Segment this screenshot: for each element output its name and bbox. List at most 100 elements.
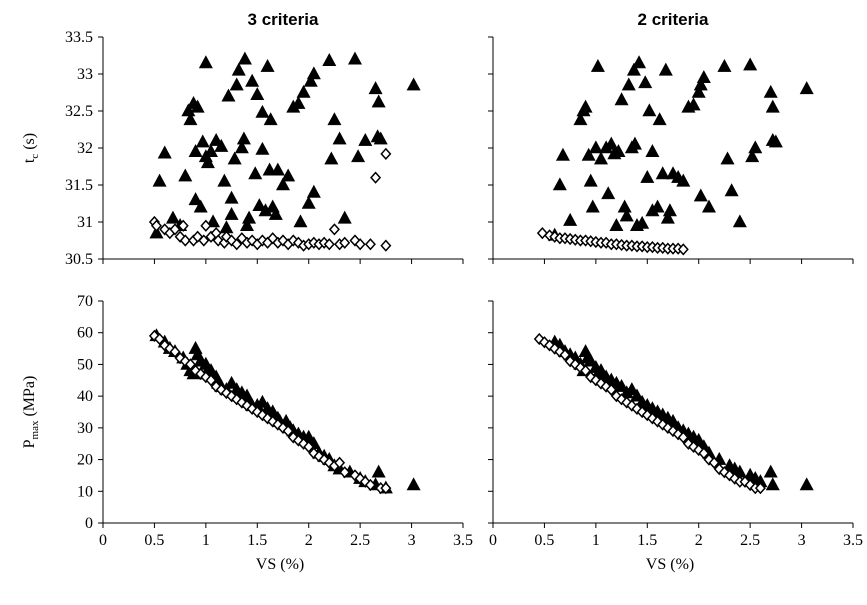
data-point-triangle <box>590 58 605 72</box>
data-point-triangle <box>275 177 291 191</box>
data-point-diamond <box>380 147 392 161</box>
data-point-triangle <box>765 477 780 491</box>
data-point-triangle <box>291 95 306 109</box>
y-tick-label: 10 <box>77 483 93 500</box>
data-point-diamond <box>339 236 351 249</box>
data-point-triangle <box>585 199 600 213</box>
data-point-triangle <box>217 173 232 187</box>
data-point-triangle <box>609 218 624 231</box>
data-point-triangle <box>720 151 735 165</box>
data-point-triangle <box>227 151 242 165</box>
data-point-triangle <box>270 162 285 176</box>
data-point-triangle <box>763 464 778 478</box>
data-point-triangle <box>250 87 265 101</box>
data-point-diamond <box>184 358 196 371</box>
data-point-triangle <box>555 147 570 161</box>
data-point-diamond <box>231 238 243 251</box>
triangle-series <box>149 51 421 239</box>
data-point-triangle <box>629 388 645 402</box>
data-point-diamond <box>323 238 335 251</box>
diamond-series <box>148 147 392 252</box>
y-axis-label: tc (s) <box>21 133 41 163</box>
data-point-triangle <box>188 192 203 206</box>
data-point-diamond <box>334 456 346 469</box>
data-point-diamond <box>303 440 315 454</box>
x-tick-label: 2.5 <box>740 532 760 549</box>
data-point-triangle <box>224 375 239 389</box>
data-point-triangle <box>178 168 193 182</box>
data-point-triangle <box>373 131 388 145</box>
data-point-triangle <box>214 138 229 152</box>
data-point-triangle <box>221 88 236 102</box>
data-point-triangle <box>406 77 421 91</box>
triangle-series <box>547 55 814 241</box>
data-point-triangle <box>260 58 275 72</box>
y-tick-label: 33 <box>77 66 93 83</box>
x-tick-label: 2.5 <box>350 532 370 549</box>
data-point-triangle <box>190 99 205 113</box>
data-point-triangle <box>626 62 641 76</box>
data-point-triangle <box>645 144 660 157</box>
data-point-triangle <box>306 184 321 198</box>
data-point-triangle <box>748 140 763 154</box>
panel-2: 2 criteria <box>488 10 854 264</box>
data-point-triangle <box>268 206 283 220</box>
data-point-diamond <box>559 348 571 362</box>
data-point-triangle <box>627 136 642 150</box>
x-tick-label: 3.5 <box>843 532 863 549</box>
data-point-triangle <box>632 55 647 69</box>
data-point-triangle <box>181 103 196 117</box>
data-point-triangle <box>263 112 278 126</box>
data-point-diamond <box>605 383 617 396</box>
data-point-triangle <box>229 77 244 91</box>
data-point-triangle <box>293 214 308 228</box>
data-point-diamond <box>354 238 366 251</box>
data-point-triangle <box>306 66 321 80</box>
diamond-series <box>533 332 766 495</box>
data-point-triangle <box>406 477 421 491</box>
data-point-triangle <box>203 144 219 157</box>
data-point-triangle <box>157 145 172 159</box>
panel-title: 2 criteria <box>638 10 709 29</box>
x-tick-label: 3 <box>408 532 416 549</box>
data-point-triangle <box>149 225 164 239</box>
data-point-diamond <box>364 238 376 251</box>
data-point-diamond <box>200 219 212 232</box>
data-point-triangle <box>578 99 593 113</box>
data-point-triangle <box>635 215 650 229</box>
data-point-triangle <box>573 112 588 126</box>
data-point-triangle <box>624 382 639 396</box>
data-point-diamond <box>169 223 181 236</box>
data-point-diamond <box>179 234 191 247</box>
data-point-triangle <box>617 199 632 213</box>
data-point-triangle <box>324 151 339 165</box>
data-point-triangle <box>662 203 677 217</box>
x-tick-label: 1.5 <box>637 532 657 549</box>
x-tick-label: 0 <box>99 532 107 549</box>
y-tick-label: 0 <box>85 515 93 532</box>
data-point-diamond <box>754 481 766 495</box>
data-point-diamond <box>198 234 210 247</box>
data-point-triangle <box>337 210 352 224</box>
data-point-triangle <box>371 464 386 478</box>
triangle-series <box>547 334 814 491</box>
data-point-triangle <box>224 190 239 204</box>
data-point-triangle <box>248 166 263 180</box>
data-point-triangle <box>347 51 363 65</box>
x-tick-label: 1 <box>592 532 600 549</box>
data-point-triangle <box>255 104 270 118</box>
y-tick-label: 32 <box>77 140 93 157</box>
panel-3: 0 10 20 30 40 50 60 70 0 0.5 1 1.5 2 2.5 3 3.5 VS (%) Pma… <box>21 293 473 573</box>
data-point-triangle <box>765 99 780 113</box>
data-point-triangle <box>563 212 578 226</box>
x-tick-label: 0.5 <box>144 532 164 549</box>
data-point-triangle <box>686 97 701 111</box>
data-point-triangle <box>732 214 747 228</box>
data-point-triangle <box>638 75 653 89</box>
data-point-triangle <box>588 140 603 154</box>
x-tick-label: 0.5 <box>534 532 554 549</box>
data-point-triangle <box>327 112 342 126</box>
data-point-triangle <box>183 112 198 126</box>
y-tick-label: 31.5 <box>65 177 93 194</box>
